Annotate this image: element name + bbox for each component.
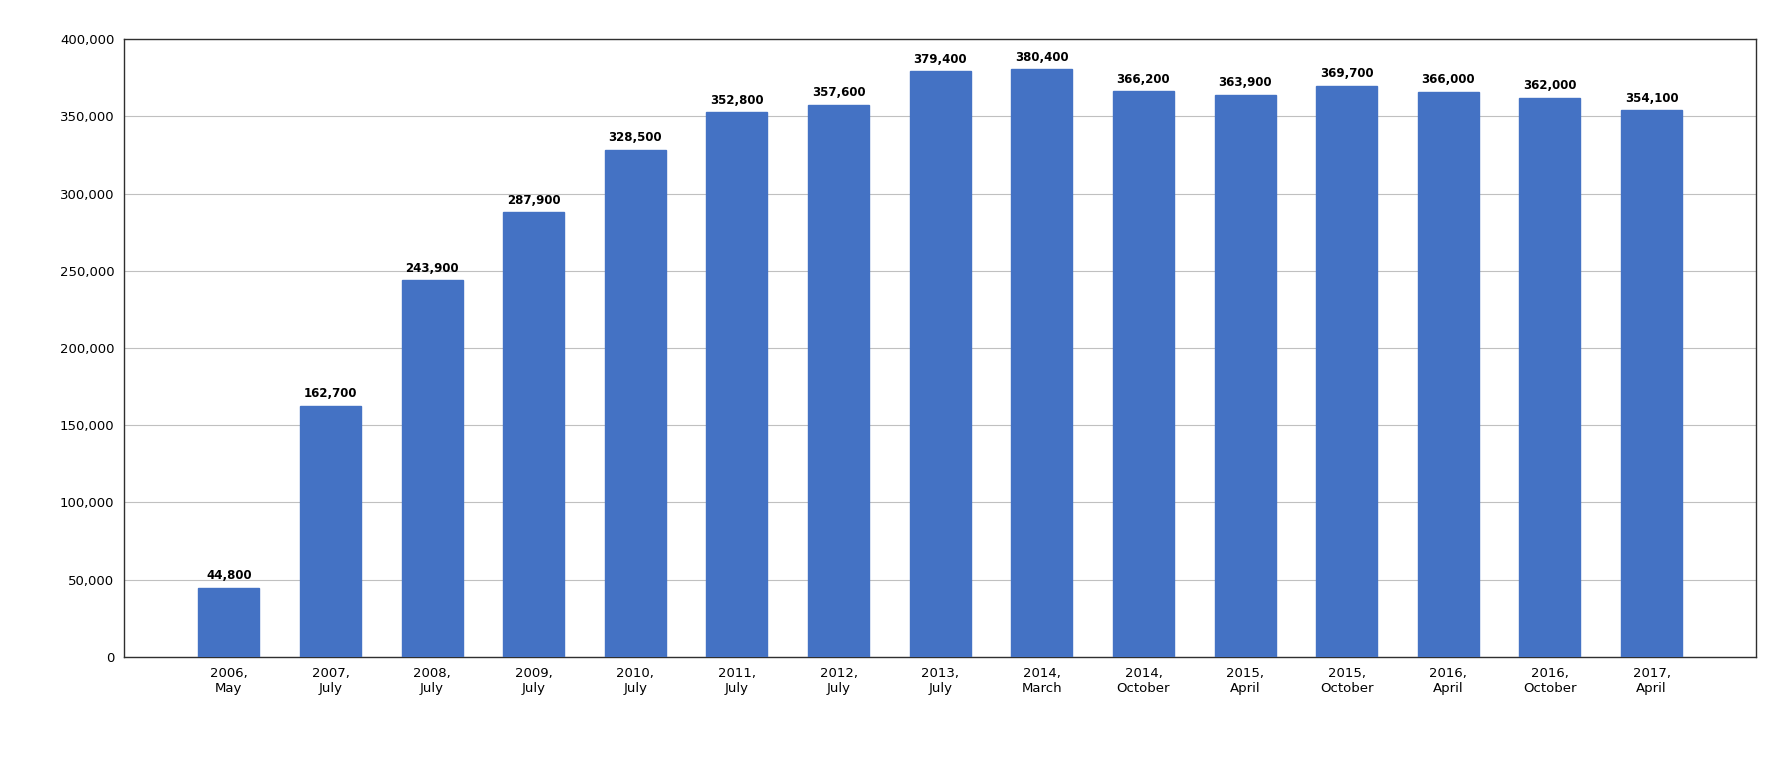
Text: 357,600: 357,600 <box>812 86 865 99</box>
Text: 379,400: 379,400 <box>913 52 966 66</box>
Text: 369,700: 369,700 <box>1319 67 1372 81</box>
Bar <box>504 212 564 657</box>
Bar <box>605 149 665 657</box>
Bar <box>199 588 259 657</box>
Text: 352,800: 352,800 <box>709 94 764 106</box>
Text: 243,900: 243,900 <box>404 262 459 274</box>
Text: 362,000: 362,000 <box>1523 80 1576 92</box>
Text: 287,900: 287,900 <box>507 194 560 206</box>
Bar <box>1417 91 1479 657</box>
Text: 380,400: 380,400 <box>1014 51 1067 64</box>
Bar <box>1215 95 1275 657</box>
Bar <box>1621 110 1681 657</box>
Text: 366,200: 366,200 <box>1115 73 1170 86</box>
Text: 363,900: 363,900 <box>1218 77 1271 89</box>
Bar <box>808 105 869 657</box>
Bar <box>1519 98 1580 657</box>
Bar <box>1112 91 1174 657</box>
Text: 328,500: 328,500 <box>608 131 661 144</box>
Text: 44,800: 44,800 <box>206 569 252 583</box>
Bar <box>401 280 463 657</box>
Bar <box>300 406 360 657</box>
Text: 366,000: 366,000 <box>1420 74 1475 86</box>
Bar <box>1011 70 1071 657</box>
Bar <box>910 71 970 657</box>
Text: 162,700: 162,700 <box>303 387 356 400</box>
Bar <box>706 112 768 657</box>
Text: 354,100: 354,100 <box>1624 91 1677 105</box>
Bar <box>1316 86 1376 657</box>
